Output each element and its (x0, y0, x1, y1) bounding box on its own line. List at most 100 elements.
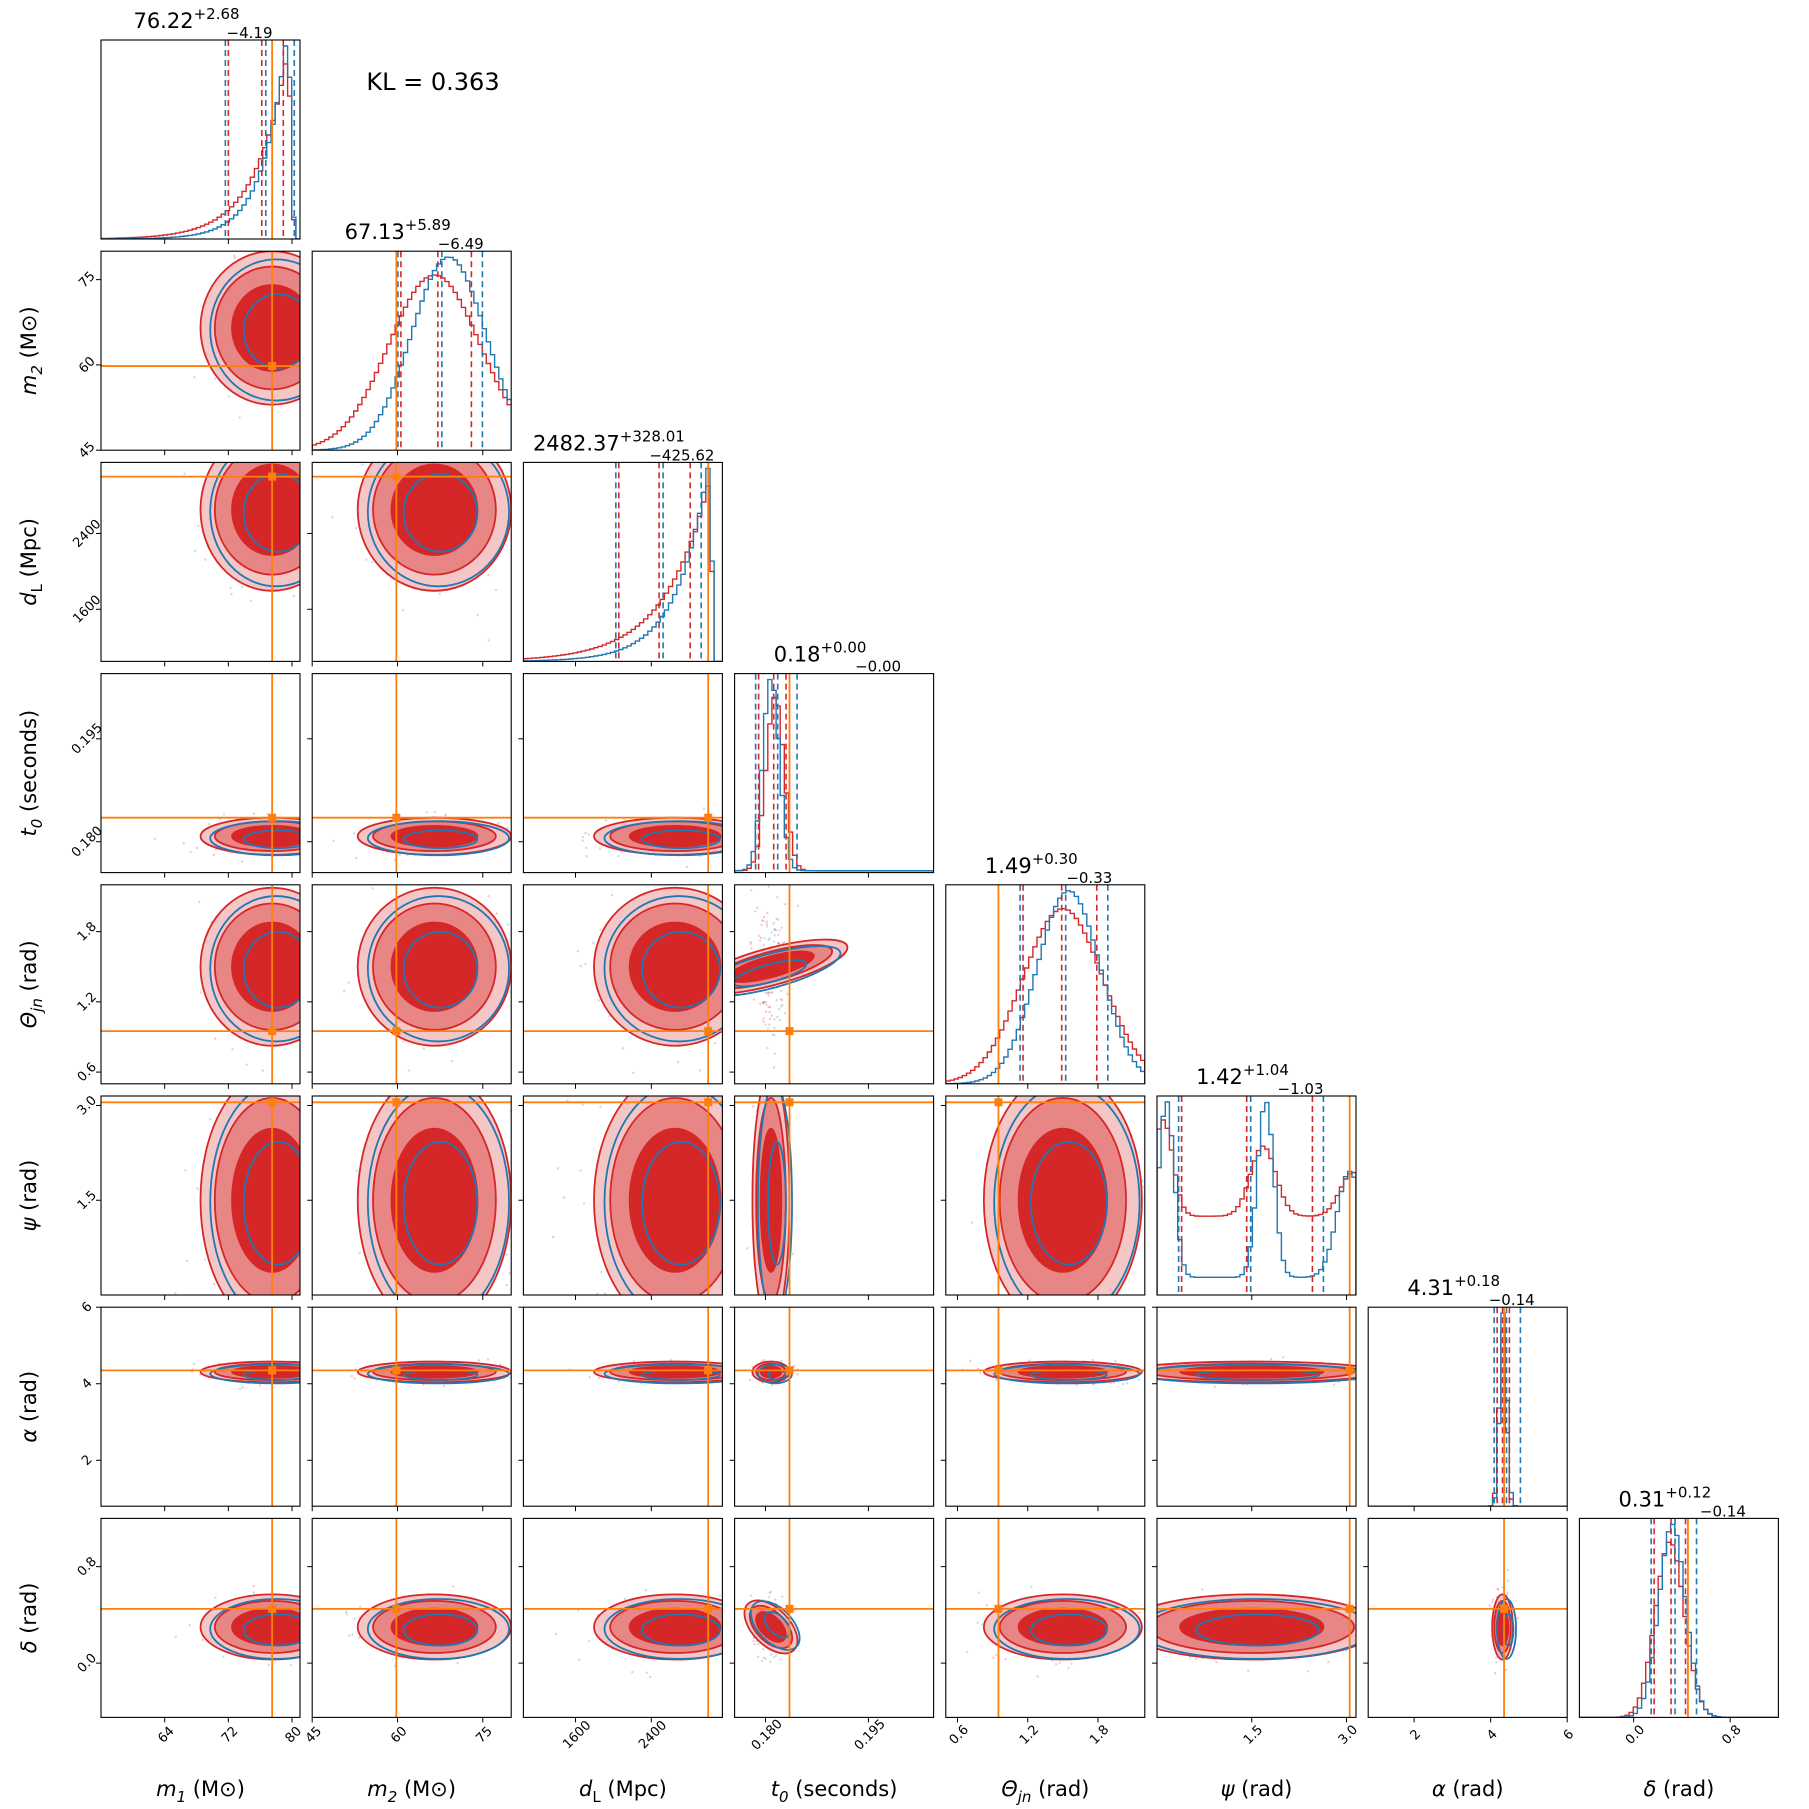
contour-blue-outer (366, 1096, 510, 1295)
y-tick-label: 1.5 (75, 1188, 100, 1213)
sample-point (1215, 1660, 1218, 1664)
sample-point (309, 1630, 311, 1632)
contour-blue-inner (242, 829, 300, 850)
sample-point (512, 827, 514, 829)
sample-point (324, 1235, 326, 1237)
axes-frame (1367, 1306, 1568, 1507)
sample-point (320, 1630, 322, 1632)
sample-point (487, 895, 490, 898)
sample-point (296, 880, 298, 882)
sample-point (1359, 1369, 1361, 1371)
sample-point (406, 452, 408, 454)
sample-point (737, 1311, 739, 1313)
sample-point (196, 1187, 199, 1190)
truth-marker (268, 1604, 277, 1613)
sample-point (322, 1639, 324, 1641)
sample-point (289, 239, 291, 241)
truth-marker (704, 1027, 713, 1036)
sample-point (314, 521, 316, 523)
sample-point (355, 1169, 359, 1172)
panel-alpha-vs-psi (1152, 1306, 1361, 1512)
sample-point (351, 1211, 353, 1213)
sample-point (351, 1275, 353, 1277)
sample-point (342, 511, 344, 513)
sample-point (599, 1105, 602, 1109)
sample-point (765, 1003, 768, 1006)
sample-point (1070, 1662, 1073, 1665)
sample-point (442, 1384, 446, 1388)
title-median: 4.31 (1407, 1276, 1454, 1300)
sample-point (212, 1282, 216, 1286)
sample-point (588, 1376, 591, 1379)
sample-point (487, 639, 490, 642)
sample-point (1495, 1661, 1498, 1664)
sample-point (486, 1358, 490, 1361)
sample-point (316, 1360, 318, 1362)
sample-point (317, 1191, 319, 1193)
sample-point (777, 942, 780, 945)
sample-point (302, 500, 304, 502)
sample-point (1112, 1357, 1114, 1359)
sample-point (238, 1387, 242, 1391)
title-plus: +0.30 (1032, 850, 1078, 868)
sample-point (339, 1597, 341, 1599)
sample-point (762, 943, 766, 947)
sample-point (331, 834, 333, 836)
sample-point (631, 1670, 634, 1674)
sample-point (745, 1010, 747, 1012)
sample-point (1055, 1663, 1058, 1666)
contour-blue-outer (366, 1363, 510, 1385)
sample-point (758, 1298, 760, 1300)
contour-blue-inner (242, 293, 300, 369)
sample-point (576, 949, 579, 953)
sample-point (313, 919, 315, 921)
sample-point (736, 836, 738, 838)
sample-point (764, 1000, 767, 1004)
sample-point (771, 991, 774, 994)
sample-point (1422, 1627, 1424, 1629)
sample-point (313, 825, 315, 827)
sample-point (762, 1002, 765, 1005)
truth-marker (704, 1098, 713, 1107)
sample-point (231, 1048, 234, 1051)
panel-alpha-vs-theta (940, 1306, 1146, 1512)
sample-point (769, 1660, 772, 1664)
sample-point (763, 1000, 766, 1004)
sample-point (1506, 1569, 1509, 1572)
sample-point (604, 819, 608, 822)
sample-point (776, 933, 780, 937)
contour-blue-outer (209, 1598, 300, 1660)
sample-point (331, 1367, 333, 1369)
sample-point (370, 561, 374, 564)
axes-frame (1156, 1095, 1357, 1296)
sample-point (597, 999, 600, 1002)
sample-point (796, 904, 799, 907)
sample-point (778, 1019, 781, 1022)
sample-point (302, 372, 304, 374)
sample-point (267, 1663, 270, 1667)
axes-frame (522, 1517, 723, 1718)
sample-point (1028, 1359, 1031, 1362)
sample-point (759, 1002, 762, 1005)
panel-alpha-vs-t0 (729, 1306, 935, 1512)
sample-point (757, 1642, 760, 1646)
sample-point (777, 1079, 779, 1081)
sample-point (725, 977, 727, 979)
sample-point (347, 981, 351, 984)
sample-point (317, 502, 319, 504)
y-tick-label: 45 (76, 439, 98, 461)
sample-point (735, 1620, 737, 1622)
sample-point (359, 1605, 362, 1609)
sample-point (334, 299, 336, 301)
contour-blue-outer (734, 945, 842, 998)
sample-point (1154, 1371, 1156, 1373)
sample-point (1379, 1642, 1381, 1644)
sample-point (774, 929, 778, 932)
contour-blue-inner (242, 473, 300, 553)
sample-point (513, 1371, 515, 1373)
sample-point (323, 1364, 325, 1366)
sample-point (313, 830, 315, 832)
sample-point (332, 839, 335, 843)
sample-point (308, 542, 310, 544)
title-median: 67.13 (345, 220, 405, 244)
